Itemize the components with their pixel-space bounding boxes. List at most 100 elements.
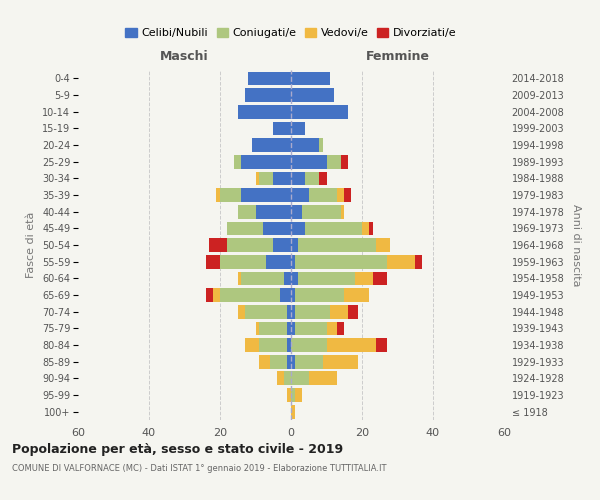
- Bar: [295, 355, 323, 368]
- Text: Femmine: Femmine: [365, 50, 430, 63]
- Bar: [227, 222, 263, 235]
- Bar: [273, 238, 291, 252]
- Bar: [309, 188, 337, 202]
- Bar: [234, 155, 241, 168]
- Bar: [295, 388, 302, 402]
- Y-axis label: Anni di nascita: Anni di nascita: [571, 204, 581, 286]
- Bar: [291, 188, 309, 202]
- Bar: [273, 122, 291, 135]
- Bar: [273, 172, 291, 185]
- Bar: [220, 288, 280, 302]
- Bar: [280, 288, 291, 302]
- Bar: [291, 272, 298, 285]
- Bar: [287, 388, 291, 402]
- Bar: [256, 172, 259, 185]
- Bar: [291, 88, 334, 102]
- Bar: [291, 222, 305, 235]
- Bar: [341, 205, 344, 218]
- Bar: [305, 222, 362, 235]
- Bar: [291, 205, 302, 218]
- Bar: [298, 238, 376, 252]
- Bar: [277, 372, 284, 385]
- Bar: [337, 322, 344, 335]
- Bar: [337, 188, 344, 202]
- Bar: [287, 305, 291, 318]
- Bar: [238, 272, 241, 285]
- Bar: [238, 305, 245, 318]
- Bar: [291, 322, 295, 335]
- Bar: [369, 222, 373, 235]
- Bar: [291, 172, 305, 185]
- Bar: [287, 338, 291, 352]
- Bar: [209, 238, 227, 252]
- Bar: [217, 188, 220, 202]
- Bar: [248, 72, 291, 85]
- Bar: [284, 372, 291, 385]
- Bar: [341, 155, 348, 168]
- Bar: [220, 188, 241, 202]
- Bar: [291, 155, 326, 168]
- Bar: [287, 322, 291, 335]
- Bar: [326, 322, 337, 335]
- Bar: [256, 322, 259, 335]
- Bar: [266, 255, 291, 268]
- Bar: [355, 272, 373, 285]
- Bar: [220, 255, 266, 268]
- Bar: [227, 238, 273, 252]
- Bar: [259, 355, 270, 368]
- Bar: [295, 255, 387, 268]
- Bar: [206, 255, 220, 268]
- Bar: [376, 338, 387, 352]
- Bar: [319, 138, 323, 152]
- Bar: [213, 288, 220, 302]
- Bar: [245, 305, 287, 318]
- Bar: [305, 172, 319, 185]
- Bar: [295, 305, 330, 318]
- Bar: [256, 205, 291, 218]
- Bar: [291, 372, 309, 385]
- Bar: [295, 322, 326, 335]
- Bar: [206, 288, 213, 302]
- Bar: [241, 155, 291, 168]
- Bar: [263, 222, 291, 235]
- Bar: [245, 338, 259, 352]
- Bar: [259, 338, 287, 352]
- Bar: [291, 138, 319, 152]
- Legend: Celibi/Nubili, Coniugati/e, Vedovi/e, Divorziati/e: Celibi/Nubili, Coniugati/e, Vedovi/e, Di…: [121, 23, 461, 42]
- Bar: [284, 272, 291, 285]
- Bar: [252, 138, 291, 152]
- Bar: [415, 255, 422, 268]
- Bar: [270, 355, 287, 368]
- Bar: [291, 105, 348, 118]
- Bar: [291, 122, 305, 135]
- Bar: [319, 172, 326, 185]
- Bar: [291, 288, 295, 302]
- Bar: [241, 188, 291, 202]
- Bar: [291, 338, 326, 352]
- Bar: [362, 222, 369, 235]
- Text: Maschi: Maschi: [160, 50, 209, 63]
- Bar: [298, 272, 355, 285]
- Bar: [330, 305, 348, 318]
- Bar: [291, 388, 295, 402]
- Bar: [291, 255, 295, 268]
- Bar: [348, 305, 358, 318]
- Bar: [326, 155, 341, 168]
- Bar: [238, 105, 291, 118]
- Bar: [376, 238, 391, 252]
- Bar: [291, 355, 295, 368]
- Bar: [323, 355, 358, 368]
- Bar: [309, 372, 337, 385]
- Bar: [344, 288, 369, 302]
- Bar: [291, 238, 298, 252]
- Bar: [291, 72, 330, 85]
- Bar: [259, 322, 287, 335]
- Bar: [245, 88, 291, 102]
- Text: Popolazione per età, sesso e stato civile - 2019: Popolazione per età, sesso e stato civil…: [12, 442, 343, 456]
- Bar: [287, 355, 291, 368]
- Bar: [295, 288, 344, 302]
- Text: COMUNE DI VALFORNACE (MC) - Dati ISTAT 1° gennaio 2019 - Elaborazione TUTTITALIA: COMUNE DI VALFORNACE (MC) - Dati ISTAT 1…: [12, 464, 386, 473]
- Bar: [291, 405, 295, 418]
- Bar: [238, 205, 256, 218]
- Bar: [302, 205, 341, 218]
